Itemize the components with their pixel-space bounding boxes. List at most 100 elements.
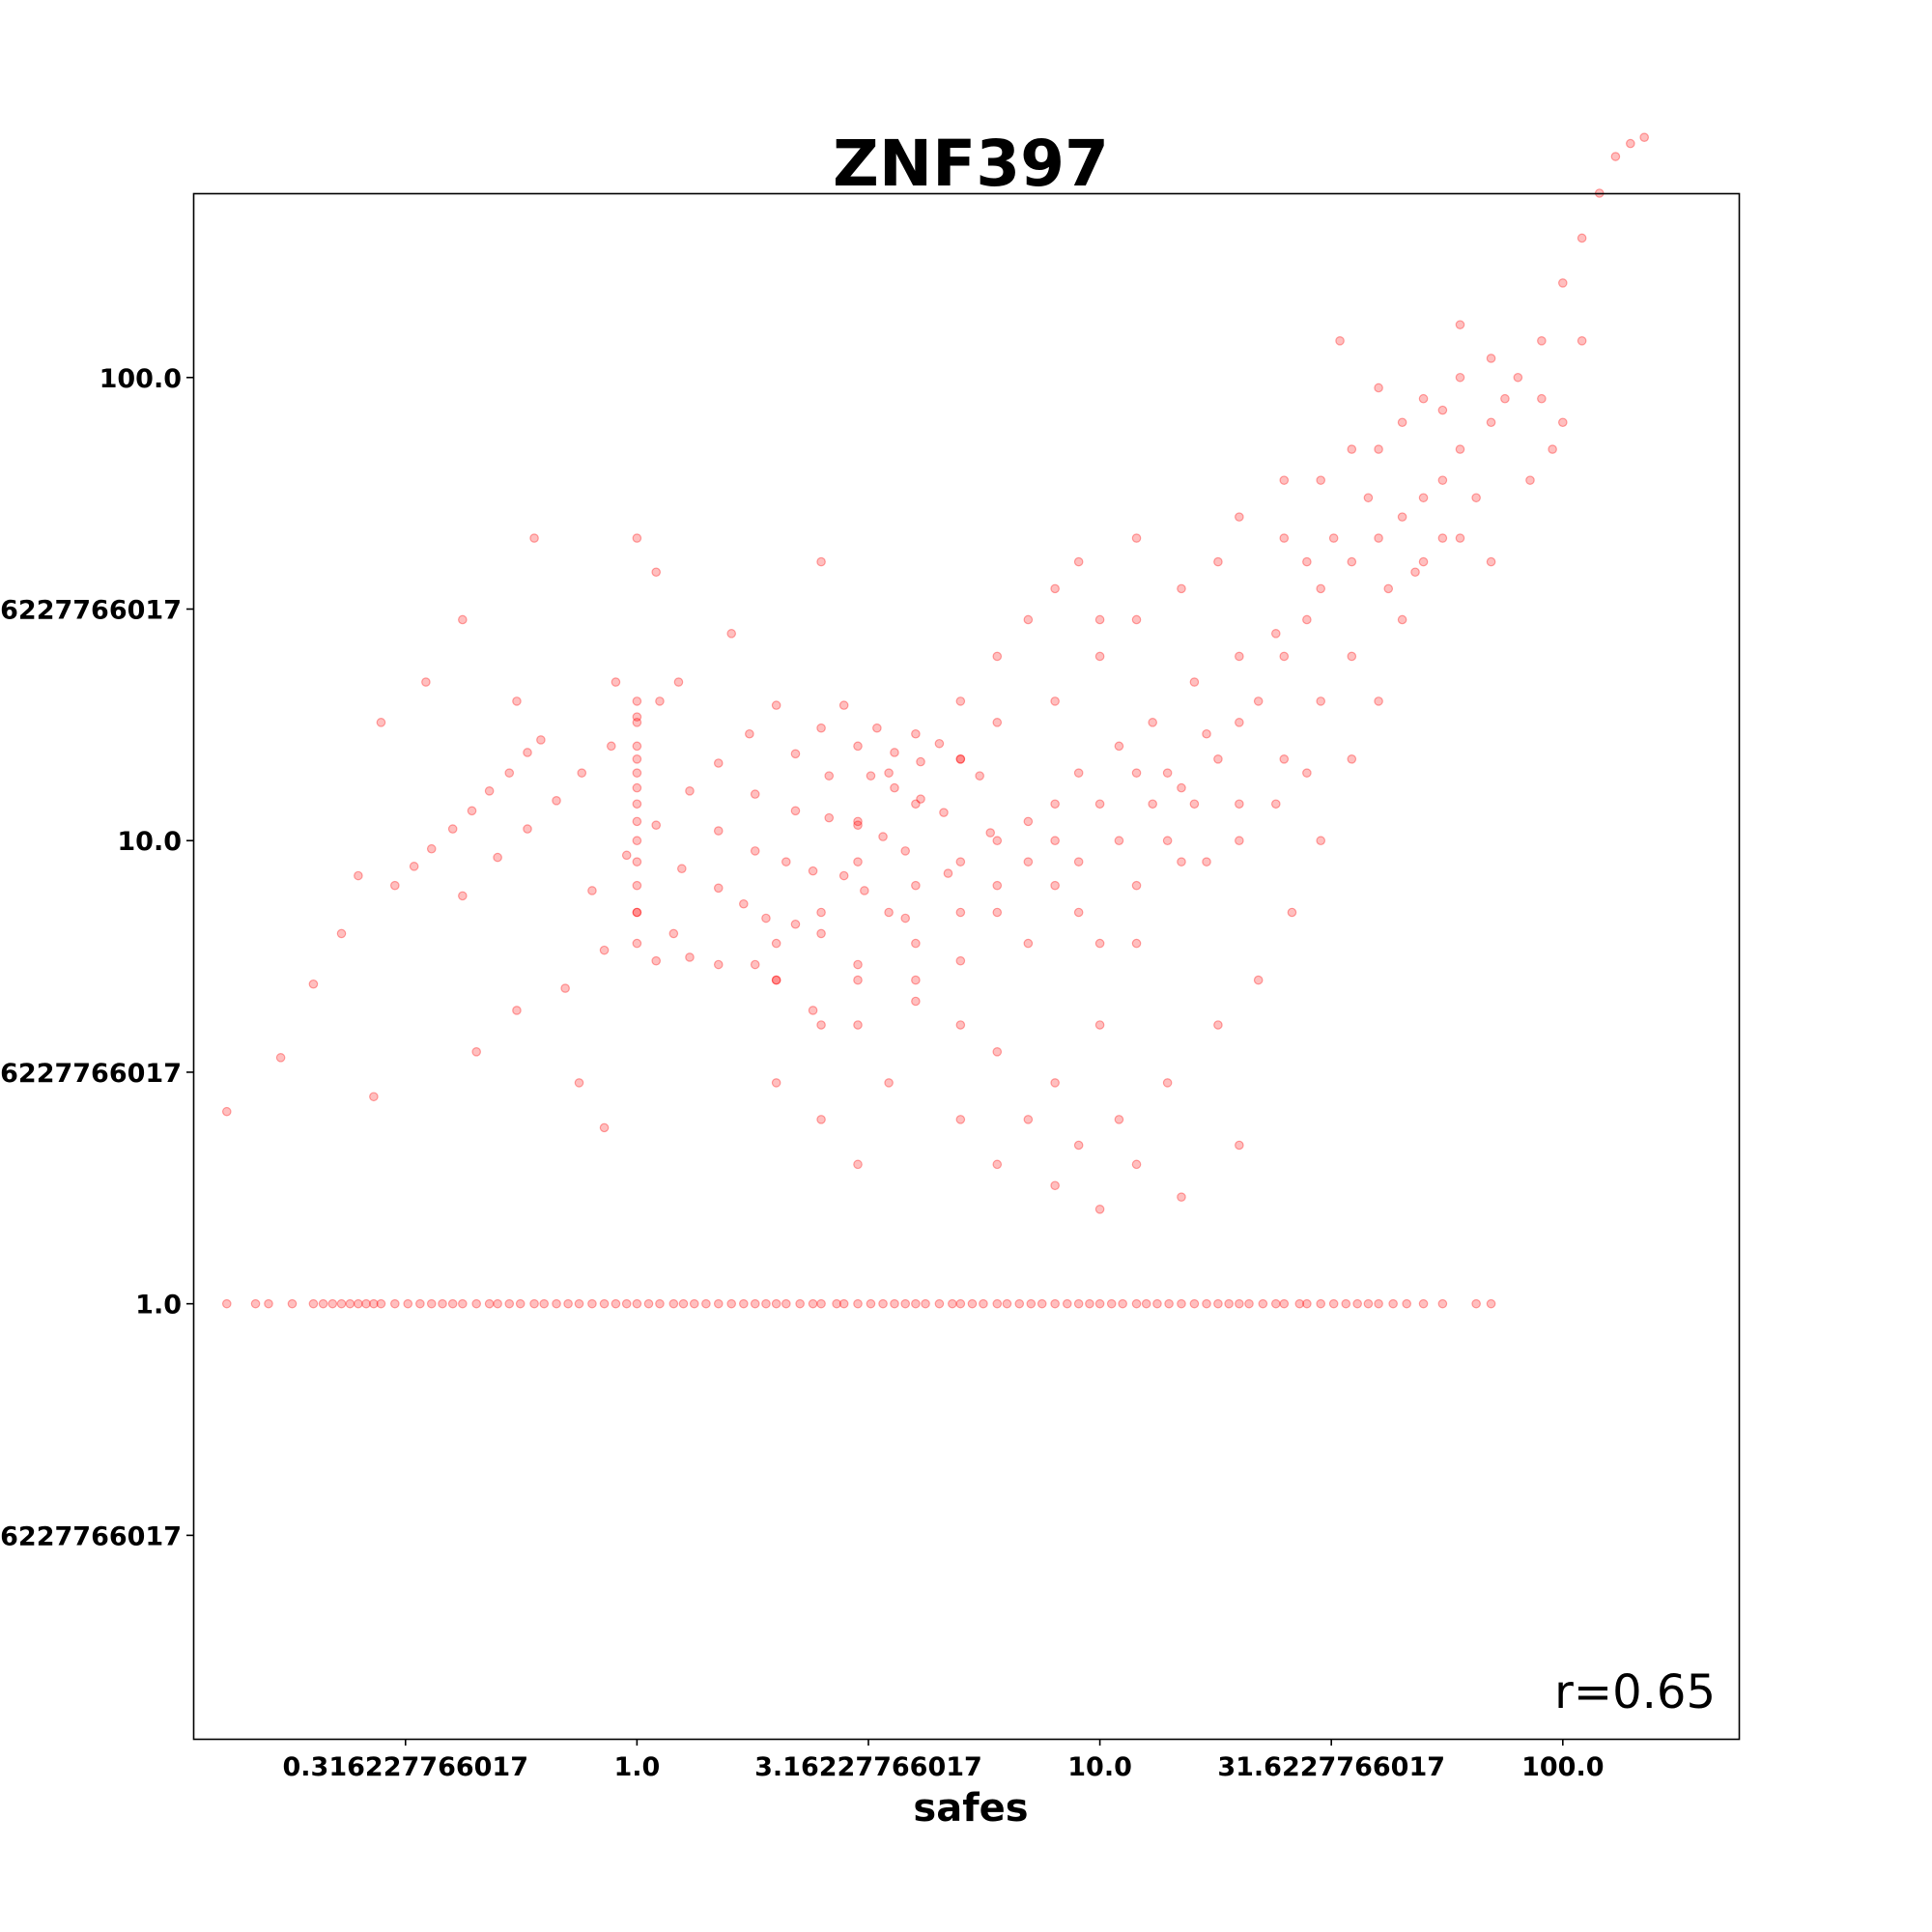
data-point (1050, 1180, 1060, 1191)
data-point (1270, 799, 1281, 810)
data-point (287, 1298, 298, 1309)
data-point (587, 1298, 597, 1309)
data-point (1213, 1020, 1223, 1030)
data-point (1114, 741, 1124, 752)
data-point (1114, 1115, 1124, 1124)
data-point (1073, 1140, 1084, 1151)
data-point (1279, 533, 1290, 543)
y-tick-label: 10.0 (117, 827, 182, 857)
data-point (955, 754, 966, 764)
data-point (884, 768, 894, 778)
data-point (1131, 1159, 1142, 1170)
data-point (415, 1298, 425, 1309)
data-point (1094, 651, 1105, 662)
data-point (1279, 1298, 1290, 1309)
data-point (1316, 696, 1326, 706)
data-point (536, 735, 546, 745)
data-point (1073, 768, 1084, 778)
data-point (599, 1298, 610, 1309)
data-point (1235, 512, 1244, 522)
data-point (1131, 614, 1142, 625)
data-point (1106, 1298, 1117, 1309)
data-point (992, 1298, 1003, 1309)
y-axis: 0.316227766017 1.0 3.16227766017 10.0 31.622… (0, 364, 193, 1551)
data-point (878, 1298, 888, 1309)
data-point (1302, 614, 1312, 625)
data-point (632, 718, 642, 727)
data-point (790, 749, 801, 759)
data-point (890, 748, 899, 757)
data-point (458, 891, 468, 901)
data-point (1513, 372, 1523, 383)
data-point (621, 1298, 632, 1309)
data-point (1050, 583, 1060, 594)
data-point (948, 1298, 957, 1309)
data-point (632, 816, 642, 827)
data-point (771, 700, 781, 710)
data-point (611, 1298, 621, 1309)
data-point (438, 1298, 447, 1309)
data-point (832, 1298, 841, 1309)
data-point (632, 799, 642, 810)
data-point (726, 629, 736, 639)
data-point (409, 862, 419, 871)
data-point (955, 955, 966, 966)
data-point (1177, 857, 1186, 867)
x-tick-label: 0.316227766017 (283, 1752, 528, 1782)
data-point (1094, 799, 1105, 810)
data-point (632, 741, 642, 752)
data-point (943, 868, 953, 878)
data-point (1374, 383, 1383, 393)
data-point (1050, 836, 1060, 846)
data-point (955, 696, 966, 706)
data-point (795, 1298, 805, 1309)
data-point (1347, 754, 1357, 764)
data-point (632, 754, 642, 764)
data-point (1131, 880, 1142, 891)
data-point (838, 700, 849, 710)
chart-title: ZNF397 (833, 127, 1109, 201)
data-point (921, 1298, 930, 1309)
data-point (369, 1298, 379, 1309)
data-point (824, 771, 835, 781)
data-point (275, 1053, 286, 1063)
data-point (1177, 1298, 1186, 1309)
data-point (1131, 1298, 1142, 1309)
data-point (911, 996, 921, 1007)
data-point (771, 975, 781, 985)
data-point (900, 846, 911, 856)
data-point (808, 866, 818, 876)
data-point (336, 928, 347, 939)
data-point (1437, 1298, 1448, 1309)
data-point (1374, 444, 1383, 454)
data-point (1162, 768, 1173, 778)
data-point (934, 1298, 945, 1309)
data-point (816, 556, 826, 567)
data-point (1279, 651, 1290, 662)
data-point (512, 1006, 522, 1015)
y-tick-label: 0.316227766017 (0, 1521, 182, 1551)
data-point (1177, 1192, 1186, 1202)
data-point (318, 1298, 328, 1309)
data-point (808, 1298, 818, 1309)
data-point (1189, 799, 1200, 810)
data-point (726, 1298, 736, 1309)
data-point (750, 789, 760, 799)
data-point (1037, 1298, 1047, 1309)
data-point (1471, 1298, 1481, 1309)
data-point (1397, 417, 1407, 428)
data-point (1235, 799, 1244, 810)
data-point (599, 1122, 610, 1133)
data-point (1486, 1298, 1496, 1309)
data-point (1455, 320, 1465, 329)
data-point (911, 880, 921, 891)
data-point (1131, 533, 1142, 543)
data-point (574, 1078, 584, 1088)
data-point (1418, 1298, 1429, 1309)
points-layer (221, 132, 1649, 1309)
data-point (1073, 556, 1084, 567)
x-axis-label: safes (913, 1786, 1028, 1831)
data-point (992, 836, 1003, 846)
data-point (632, 768, 642, 778)
data-point (1152, 1298, 1162, 1309)
